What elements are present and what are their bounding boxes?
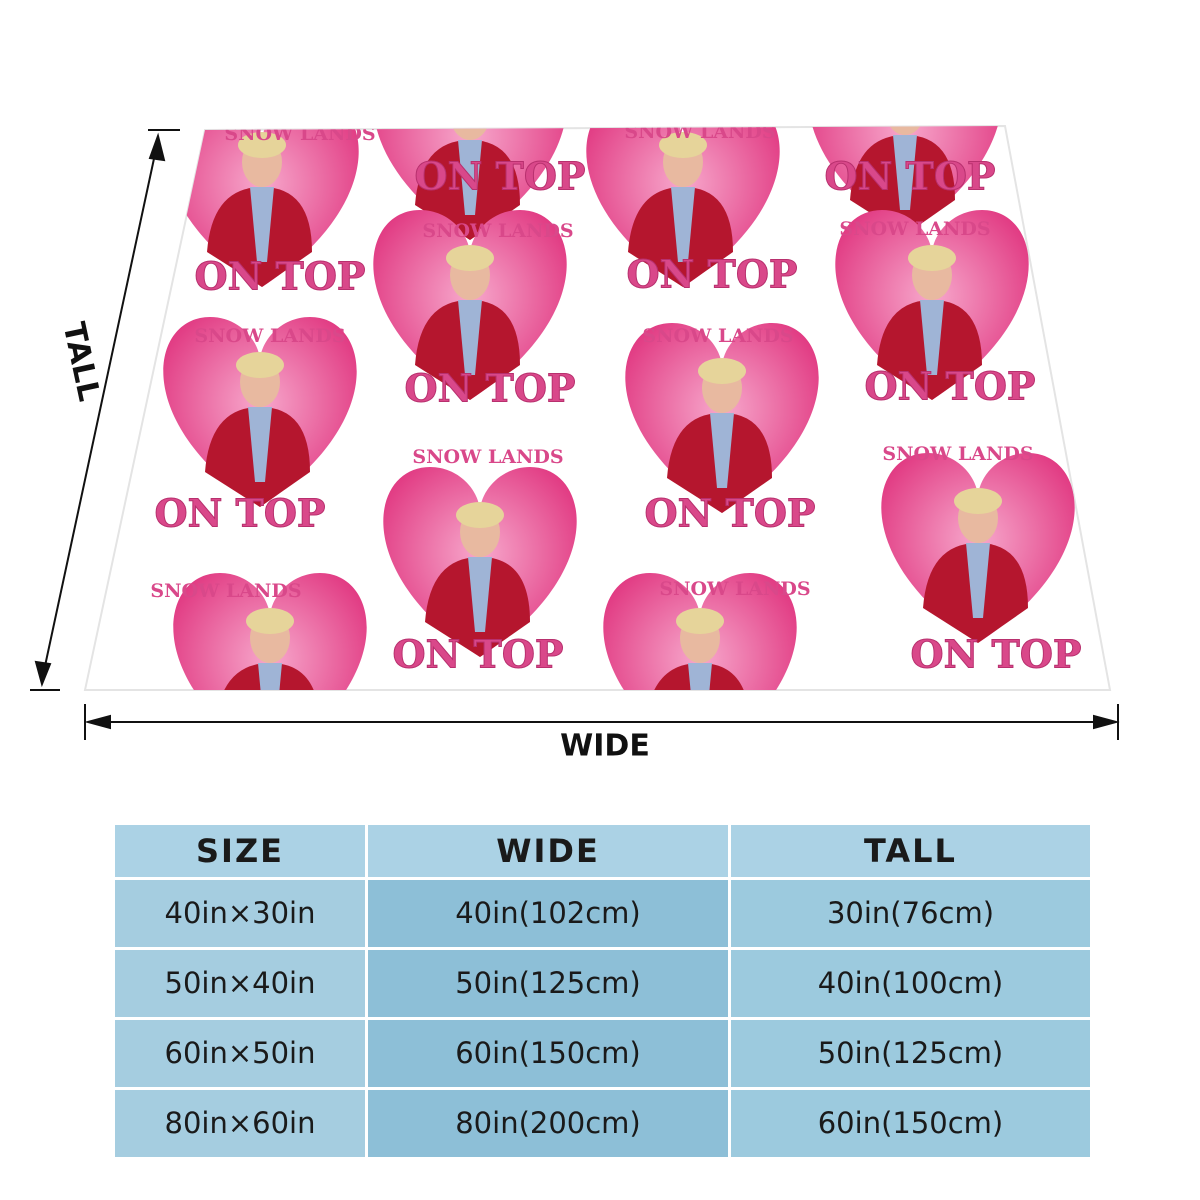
figure-hair (456, 502, 504, 528)
pattern-top-line: SNOW LANDS (150, 580, 301, 602)
header-cell (115, 825, 365, 877)
figure-hair (446, 245, 494, 271)
table-cell (731, 950, 1090, 1017)
figure-head (450, 126, 490, 140)
pattern-top-line: SNOW LANDS (224, 123, 375, 145)
blanket-pattern: SNOW LANDS SNOW LANDS SNOW LANDS SNOW LANDS… (150, 80, 1082, 690)
figure-hair (908, 245, 956, 271)
pattern-top-line: SNOW LANDS (422, 220, 573, 242)
heart-motif (881, 453, 1075, 643)
pattern-bottom-line: ON TOP (392, 632, 563, 677)
table-cell (731, 880, 1090, 947)
pattern-top-line: SNOW LANDS (882, 443, 1033, 465)
pattern-bottom-line: ON TOP (824, 154, 995, 199)
heart-motif (808, 80, 1002, 235)
figure-body (215, 663, 320, 690)
pattern-top-line: SNOW LANDS (194, 325, 345, 347)
figure-hair (698, 358, 746, 384)
heart-motif (383, 467, 577, 657)
cell-text: 40in(102cm) (455, 896, 641, 930)
cell-text: 50in×40in (165, 966, 316, 1000)
figure-body (645, 663, 750, 690)
pattern-bottom-line: ON TOP (414, 154, 585, 199)
cell-text: 40in×30in (165, 896, 316, 930)
figure-hair (238, 132, 286, 158)
figure-shirt (920, 300, 944, 375)
figure-shirt (458, 140, 482, 215)
cell-text: 60in(150cm) (455, 1036, 641, 1070)
heart-motif (625, 323, 819, 513)
figure-shirt (258, 663, 282, 690)
figure-shirt (710, 413, 734, 488)
cell-text: 80in×60in (165, 1106, 316, 1140)
cell-text: 60in(150cm) (818, 1106, 1004, 1140)
pattern-top-line: SNOW LANDS (659, 578, 810, 600)
table-cell (115, 1020, 365, 1087)
cell-text: 80in(200cm) (455, 1106, 641, 1140)
table-cell (368, 1020, 728, 1087)
header-cell (368, 825, 728, 877)
heart-motif (173, 573, 367, 690)
figure-shirt (458, 300, 482, 375)
header-cell (731, 825, 1090, 877)
width-label: WIDE (560, 729, 650, 764)
cell-text: 60in×50in (165, 1036, 316, 1070)
pattern-bottom-line: ON TOP (154, 491, 325, 536)
pattern-top-line: SNOW LANDS (412, 446, 563, 468)
header-text: SIZE (196, 832, 284, 870)
table-cell (731, 1020, 1090, 1087)
table-cell (368, 950, 728, 1017)
figure-shirt (688, 663, 712, 690)
figure-hair (446, 85, 494, 111)
height-label: TALL (56, 319, 107, 404)
figure-hair (246, 608, 294, 634)
figure-shirt (250, 187, 274, 262)
table-cell (368, 880, 728, 947)
figure-head (885, 126, 925, 135)
figure-hair (954, 488, 1002, 514)
heart-motif (373, 210, 567, 400)
table-cell (368, 1090, 728, 1157)
dimension-arrows (30, 129, 1120, 740)
pattern-bottom-line: ON TOP (194, 254, 365, 299)
figure-shirt (248, 407, 272, 482)
pattern-top-line: SNOW LANDS (839, 218, 990, 240)
header-text: WIDE (496, 832, 600, 870)
pattern-top-line: SNOW LANDS (624, 121, 775, 143)
pattern-bottom-line: ON TOP (404, 366, 575, 411)
cell-text: 30in(76cm) (827, 896, 994, 930)
pattern-bottom-line: ON TOP (910, 632, 1081, 677)
size-table: SIZE WIDE TALL 40in×30in 40in(102cm) 30in(76c… (115, 825, 1090, 1157)
figure-hair (659, 132, 707, 158)
pattern-bottom-line: ON TOP (626, 252, 797, 297)
pattern-top-line: SNOW LANDS (642, 325, 793, 347)
figure-hair (236, 352, 284, 378)
heart-motif (586, 126, 780, 287)
figure-shirt (966, 543, 990, 618)
figure-shirt (671, 187, 695, 262)
heart-motif (163, 317, 357, 507)
heart-motif (603, 573, 797, 690)
figure-shirt (468, 557, 492, 632)
pattern-bottom-line: ON TOP (864, 364, 1035, 409)
figure-shirt (893, 135, 917, 210)
cell-text: 50in(125cm) (455, 966, 641, 1000)
header-text: TALL (864, 832, 957, 870)
table-cell (115, 1090, 365, 1157)
table-cell (115, 880, 365, 947)
cell-text: 50in(125cm) (818, 1036, 1004, 1070)
cell-text: 40in(100cm) (818, 966, 1004, 1000)
heart-motif (835, 210, 1029, 400)
table-cell (731, 1090, 1090, 1157)
heart-motif (165, 126, 359, 287)
table-cell (115, 950, 365, 1017)
pattern-bottom-line: ON TOP (644, 491, 815, 536)
figure-hair (881, 80, 929, 106)
figure-hair (676, 608, 724, 634)
